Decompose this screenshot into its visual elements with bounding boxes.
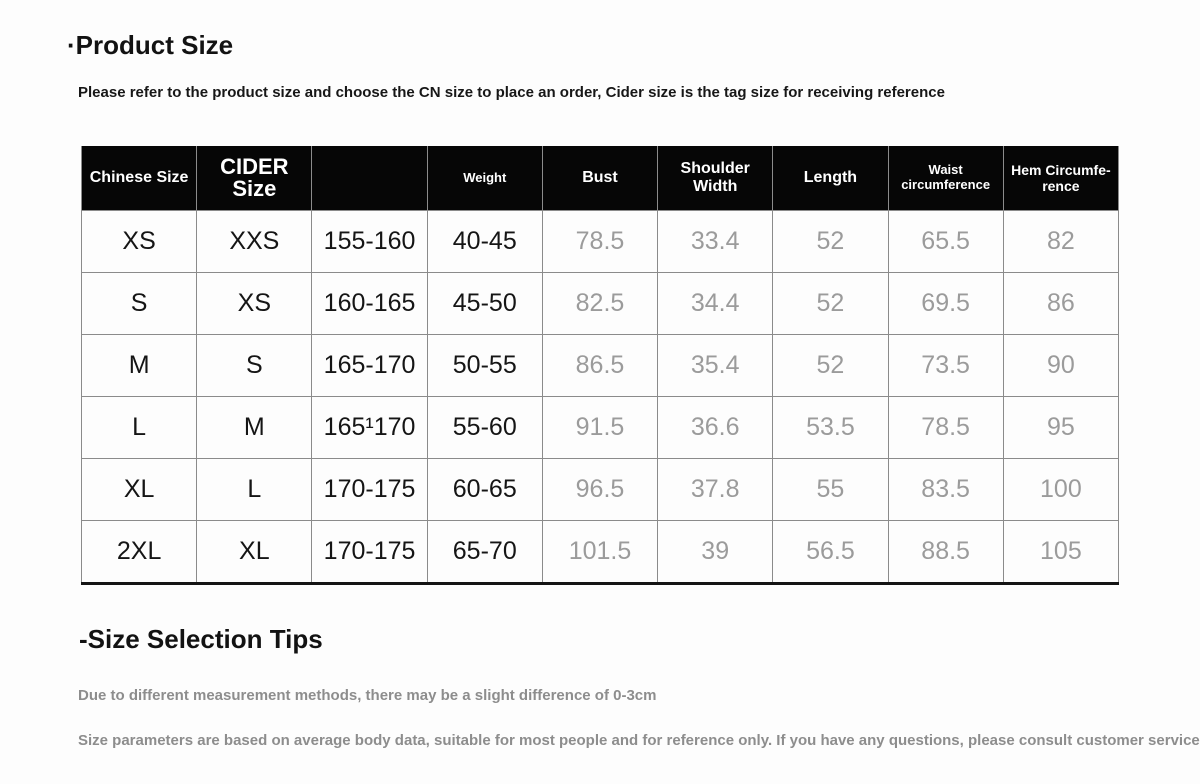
table-row: XS XXS 155-160 40-45 78.5 33.4 52 65.5 82 <box>80 210 1120 273</box>
column-header <box>311 146 428 211</box>
measurement-cell: 53.5 <box>772 396 889 459</box>
measurement-cell: 52 <box>772 272 889 335</box>
size-cell: S <box>196 334 313 397</box>
header-row: Chinese Size CIDER Size Weight Bust Shoulder… <box>80 146 1120 211</box>
measurement-cell: 86.5 <box>541 334 659 397</box>
size-cell: 155-160 <box>311 210 428 273</box>
measurement-cell: 78.5 <box>887 396 1004 459</box>
size-table: Chinese Size CIDER Size Weight Bust Shoulder… <box>80 146 1120 585</box>
column-header: Chinese Size <box>80 146 198 211</box>
table-row: 2XL XL 170-175 65-70 101.5 39 56.5 88.5 105 <box>80 520 1120 584</box>
size-cell: 160-165 <box>311 272 428 335</box>
size-cell: 165¹170 <box>311 396 428 459</box>
measurement-cell: 56.5 <box>772 520 889 584</box>
table-row: M S 165-170 50-55 86.5 35.4 52 73.5 90 <box>80 334 1120 397</box>
size-cell: 60-65 <box>426 458 543 521</box>
table-row: S XS 160-165 45-50 82.5 34.4 52 69.5 86 <box>80 272 1120 335</box>
measurement-cell: 101.5 <box>541 520 659 584</box>
size-cell: 55-60 <box>426 396 543 459</box>
measurement-cell: 39 <box>657 520 774 584</box>
size-cell: 170-175 <box>311 520 428 584</box>
column-header: Bust <box>541 146 659 211</box>
measurement-cell: 55 <box>772 458 889 521</box>
tip-measurement-difference: Due to different measurement methods, th… <box>78 687 657 704</box>
measurement-cell: 82 <box>1002 210 1120 273</box>
table-row: XL L 170-175 60-65 96.5 37.8 55 83.5 100 <box>80 458 1120 521</box>
size-cell: XS <box>80 210 198 273</box>
measurement-cell: 82.5 <box>541 272 659 335</box>
measurement-cell: 78.5 <box>541 210 659 273</box>
column-header: Length <box>772 146 889 211</box>
measurement-cell: 37.8 <box>657 458 774 521</box>
tip-reference-only: Size parameters are based on average bod… <box>78 732 1200 749</box>
measurement-cell: 33.4 <box>657 210 774 273</box>
measurement-cell: 52 <box>772 334 889 397</box>
size-cell: M <box>196 396 313 459</box>
size-cell: L <box>196 458 313 521</box>
measurement-cell: 83.5 <box>887 458 1004 521</box>
measurement-cell: 95 <box>1002 396 1120 459</box>
measurement-cell: 34.4 <box>657 272 774 335</box>
measurement-cell: 65.5 <box>887 210 1004 273</box>
measurement-cell: 35.4 <box>657 334 774 397</box>
measurement-cell: 90 <box>1002 334 1120 397</box>
size-cell: 65-70 <box>426 520 543 584</box>
column-header: Weight <box>426 146 543 211</box>
size-cell: XS <box>196 272 313 335</box>
measurement-cell: 69.5 <box>887 272 1004 335</box>
column-header: Shoulder Width <box>657 146 774 211</box>
column-header: CIDER Size <box>196 146 313 211</box>
page-subtitle: Please refer to the product size and cho… <box>78 84 945 101</box>
column-header: Hem Circumfe-rence <box>1002 146 1120 211</box>
size-table-body: XS XXS 155-160 40-45 78.5 33.4 52 65.5 82 S XS 160-… <box>80 210 1120 584</box>
measurement-cell: 86 <box>1002 272 1120 335</box>
size-cell: 2XL <box>80 520 198 584</box>
size-cell: 165-170 <box>311 334 428 397</box>
measurement-cell: 100 <box>1002 458 1120 521</box>
size-cell: 170-175 <box>311 458 428 521</box>
column-header: Waist circumference <box>887 146 1004 211</box>
page-title: ·Product Size <box>67 30 234 60</box>
size-cell: S <box>80 272 198 335</box>
size-table-header: Chinese Size CIDER Size Weight Bust Shoulder… <box>80 146 1120 211</box>
size-cell: 50-55 <box>426 334 543 397</box>
measurement-cell: 73.5 <box>887 334 1004 397</box>
size-cell: XXS <box>196 210 313 273</box>
measurement-cell: 105 <box>1002 520 1120 584</box>
measurement-cell: 88.5 <box>887 520 1004 584</box>
size-cell: XL <box>80 458 198 521</box>
measurement-cell: 52 <box>772 210 889 273</box>
size-cell: XL <box>196 520 313 584</box>
size-cell: 45-50 <box>426 272 543 335</box>
table-row: L M 165¹170 55-60 91.5 36.6 53.5 78.5 95 <box>80 396 1120 459</box>
size-cell: 40-45 <box>426 210 543 273</box>
measurement-cell: 91.5 <box>541 396 659 459</box>
measurement-cell: 36.6 <box>657 396 774 459</box>
tips-title: -Size Selection Tips <box>79 624 323 654</box>
measurement-cell: 96.5 <box>541 458 659 521</box>
size-cell: L <box>80 396 198 459</box>
size-cell: M <box>80 334 198 397</box>
